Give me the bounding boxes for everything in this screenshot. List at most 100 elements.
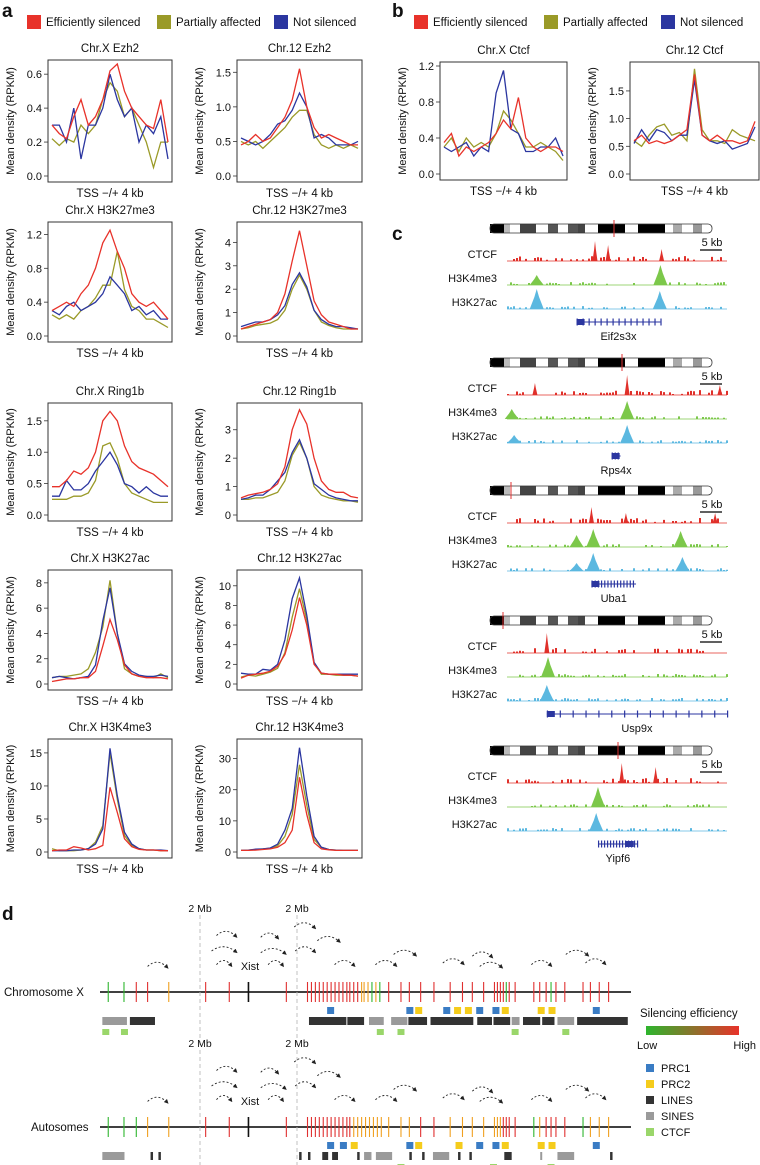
ideogram-band [585,616,598,625]
series-line-efficiently-silenced [51,228,169,320]
feature-prc2 [464,1007,472,1014]
track-peak [529,275,544,285]
ideogram-band [693,224,702,233]
track-signal [531,804,710,807]
track-label: H3K27ac [452,689,498,701]
y-axis-label: Mean density (RPKM) [5,745,17,853]
track-peak [539,685,554,701]
track-label: H3K4me3 [448,665,497,677]
y-tick-label: 4 [225,640,231,652]
feature-legend-swatch [646,1128,654,1136]
track-label: H3K27ac [452,297,498,309]
plot-frame [47,221,173,343]
feature-legend-swatch [646,1096,654,1104]
track-label: CTCF [468,383,498,395]
gene-exon [612,318,614,326]
y-tick-label: 6 [36,603,42,615]
y-tick-label: 3 [225,261,231,273]
legend-swatch [157,15,171,29]
y-tick-label: 1.0 [216,102,231,114]
feature-lines [522,1017,541,1025]
ideogram-band [548,746,558,755]
y-axis-label: Mean density (RPKM) [5,228,17,336]
track-signal [513,416,725,419]
plot-frame [236,221,363,343]
feature-sines [102,1152,125,1160]
feature-prc2 [548,1007,556,1014]
y-tick-label: 0.0 [27,331,42,343]
ideogram-band [702,358,712,367]
x-axis-label: TSS −/+ 4 kb [266,527,333,539]
track-signal [507,440,728,443]
scale-bar-label: 5 kb [702,629,723,641]
track-label: H3K4me3 [448,273,497,285]
feature-lines [430,1017,474,1025]
distance-label: 2 Mb [285,903,309,915]
track-signal [516,518,719,523]
series-line-not-silenced [52,74,169,160]
y-tick-label: 3 [225,425,231,437]
gene-exon [600,840,603,848]
plot-title: Chr.12 H3K27me3 [252,205,347,217]
ideogram-band [625,358,638,367]
ideogram-band [585,746,598,755]
spreading-arrow [317,1071,341,1078]
ideogram-band [548,224,558,233]
plot-frame [47,569,173,691]
y-tick-label: 0 [225,331,231,343]
distance-label: 2 Mb [285,1038,309,1050]
ideogram-band [638,746,665,755]
y-tick-label: 15 [30,748,42,760]
spreading-arrow [293,1057,317,1065]
track-peak [529,289,544,309]
plot-title: Chr.X H3K4me3 [68,722,151,734]
plot-title: Chr.X Ezh2 [81,43,139,55]
legend-item: Partially affected [544,15,648,29]
x-axis-label: TSS −/+ 4 kb [470,186,537,198]
gene-exon [621,840,624,848]
spreading-arrow [479,1096,504,1104]
track-label: H3K27ac [452,431,498,443]
track-label: H3K27ac [452,559,498,571]
plot-frame [236,738,363,859]
track-peak [541,657,556,677]
ideogram-band [682,486,693,495]
track-peak [717,385,723,395]
feature-ctcf [511,1029,519,1035]
plot-title: Chr.X H3K27me3 [65,205,155,217]
ideogram-band [536,224,548,233]
legend-swatch [661,15,675,29]
chromosome-ideogram [489,612,713,629]
gene-exon [618,840,621,848]
spreading-arrow [216,1095,233,1103]
gene-name: Usp9x [621,723,653,735]
legend-label: Not silenced [680,17,743,29]
y-axis-label: Mean density (RPKM) [194,576,206,684]
gene-exon [660,318,662,326]
track-signal [507,306,722,309]
feature-sines [432,1152,450,1160]
feature-lines [469,1152,472,1160]
y-tick-label: 6 [225,620,231,632]
track-label: H3K4me3 [448,535,497,547]
ideogram-band [693,746,702,755]
track-signal [507,390,728,395]
gene-exon [620,580,622,588]
series-line-efficiently-silenced [52,410,169,488]
ideogram-band [558,486,568,495]
spreading-arrow [585,1093,607,1101]
y-tick-label: 0.0 [27,171,42,183]
spreading-arrow [260,1083,287,1090]
feature-lines [577,1017,628,1025]
ideogram-band [665,224,673,233]
legend-item: Efficiently silenced [27,15,140,29]
profile-plot: Chr.12 Ezh2 TSS −/+ 4 kb Mean density (RPK… [194,43,363,200]
profile-plot: Chr.12 H3K4me3 TSS −/+ 4 kb Mean density (… [194,722,363,876]
x-axis-label: TSS −/+ 4 kb [76,188,143,200]
feature-prc2 [454,1007,462,1014]
ideogram-band [638,358,665,367]
spreading-arrow [531,1095,553,1103]
gene-exon [610,580,612,588]
series-line-partially-affected [240,588,359,678]
legend-label: Efficiently silenced [46,17,140,29]
